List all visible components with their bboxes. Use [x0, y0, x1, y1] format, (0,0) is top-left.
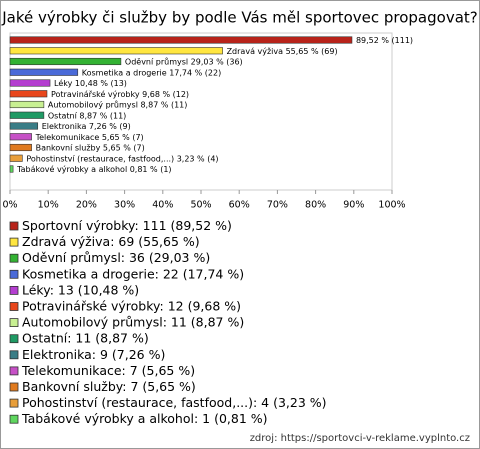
legend-label: Telekomunikace: 7 (5,65 %): [21, 363, 195, 378]
source: zdroj: https://sportovci-v-reklame.vypln…: [250, 433, 470, 444]
value-label: Elektronika 7,26 % (9): [42, 122, 131, 131]
x-tick-label: 100%: [378, 200, 405, 211]
x-tick-label: 40%: [152, 200, 173, 211]
bar: [9, 68, 79, 76]
value-label: Telekomunikace 5,65 % (7): [35, 133, 144, 142]
legend-label: Pohostinství (restaurace, fastfood,...):…: [22, 395, 327, 410]
value-label: Bankovní služby 5,65 % (7): [36, 144, 145, 153]
x-tick-label: 10%: [38, 200, 59, 211]
legend-label: Zdravá výživa: 69 (55,65 %): [22, 234, 200, 249]
value-label: 89,52 % (111): [356, 36, 413, 45]
legend-swatch: [9, 302, 19, 311]
legend-swatch: [9, 285, 19, 295]
x-tick-label: 20%: [76, 200, 97, 211]
bar: [9, 90, 48, 98]
legend-label: Ostatní: 11 (8,87 %): [22, 331, 149, 346]
bar: [9, 36, 353, 44]
legend-swatch: [9, 237, 19, 247]
x-tick-label: 50%: [190, 200, 211, 211]
x-tick-label: 80%: [305, 200, 326, 211]
bar: [9, 47, 223, 55]
x-tick-label: 70%: [267, 200, 288, 211]
bar: [9, 100, 45, 109]
value-label: Zdravá výživa 55,65 % (69): [227, 47, 338, 56]
legend-swatch: [9, 398, 19, 408]
legend-label: Elektronika: 9 (7,26 %): [22, 347, 165, 362]
legend-swatch: [9, 269, 19, 279]
legend-label: Kosmetika a drogerie: 22 (17,74 %): [22, 266, 244, 281]
legend-label: Tabákové výrobky a alkohol: 1 (0,81 %): [21, 411, 268, 426]
x-tick-label: 0%: [2, 200, 17, 211]
bar: [9, 111, 45, 119]
legend-swatch: [9, 382, 19, 392]
bar: [9, 79, 51, 87]
chart-title: Jaké výrobky či služby by podle Vás měl …: [1, 9, 477, 27]
x-tick-label: 30%: [114, 200, 135, 211]
legend-label: Automobilový průmysl: 11 (8,87 %): [22, 315, 244, 330]
value-label: Tabákové výrobky a alkohol 0,81 % (1): [16, 164, 171, 174]
value-label: Léky 10,48 % (13): [54, 78, 127, 88]
legend-swatch: [9, 253, 19, 263]
legend-swatch: [9, 221, 19, 231]
legend-swatch: [9, 318, 19, 328]
legend-label: Bankovní služby: 7 (5,65 %): [22, 379, 196, 394]
bar: [9, 143, 32, 152]
legend-label: Oděvní průmysl: 36 (29,03 %): [22, 250, 210, 265]
x-tick-label: 60%: [229, 200, 250, 211]
bar: [9, 154, 23, 162]
bar: [9, 122, 39, 130]
value-label: Oděvní průmysl 29,03 % (36): [125, 57, 243, 67]
legend-swatch: [9, 350, 19, 360]
x-tick-label: 90%: [343, 200, 364, 211]
value-label: Pohostinství (restaurace, fastfood,...) …: [26, 154, 218, 163]
legend-label: Sportovní výrobky: 111 (89,52 %): [22, 218, 232, 233]
bar: [9, 57, 122, 66]
value-label: Potravinářské výrobky 9,68 % (12): [51, 89, 189, 99]
value-label: Ostatní 8,87 % (11): [48, 111, 126, 120]
value-label: Kosmetika a drogerie 17,74 % (22): [82, 68, 221, 77]
legend-swatch: [9, 334, 19, 344]
legend-swatch: [9, 366, 19, 376]
legend-label: Potravinářské výrobky: 12 (9,68 %): [22, 299, 241, 314]
bar: [9, 133, 32, 141]
value-label: Automobilový průmysl 8,87 % (11): [48, 100, 188, 110]
legend-swatch: [9, 414, 19, 424]
bar: [9, 165, 14, 173]
legend-label: Léky: 13 (10,48 %): [22, 282, 139, 297]
